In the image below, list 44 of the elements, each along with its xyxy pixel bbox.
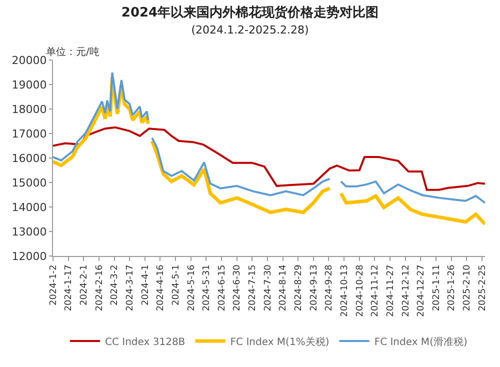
x-tick-label: 2024-12-12	[401, 264, 412, 317]
x-tick-label: 2024-6-15	[217, 264, 228, 312]
x-tick-label: 2025-2-10	[462, 264, 473, 312]
x-tick-label: 2024-4-1	[140, 264, 151, 306]
x-tick-label: 2025-1-26	[447, 264, 458, 312]
x-tick-label: 2024-4-16	[156, 264, 166, 312]
x-tick-label: 2024-10-13	[340, 264, 350, 317]
x-tick-label: 2024-2-1	[80, 264, 90, 306]
x-tick-label: 2024-3-17	[126, 264, 136, 312]
chart-title: 2024年以来国内外棉花现货价格走势对比图	[121, 4, 379, 21]
x-tick-label: 2024-11-12	[370, 264, 381, 317]
legend-label: FC Index M(滑准税)	[374, 336, 468, 348]
x-tick-label: 2024-2-16	[94, 264, 105, 312]
x-tick-label: 2024-6-30	[232, 264, 243, 312]
x-tick-label: 2024-7-15	[248, 264, 258, 312]
x-tick-label: 2024-8-29	[294, 264, 304, 312]
x-tick-label: 2024-10-28	[355, 264, 366, 317]
y-tick-label: 15000	[12, 176, 47, 190]
y-tick-label: 19000	[12, 78, 47, 92]
x-tick-label: 2024-1-2	[48, 264, 59, 306]
x-tick-label: 2024-1-17	[64, 264, 74, 312]
x-tick-label: 2024-7-30	[263, 264, 274, 312]
y-tick-label: 12000	[12, 250, 47, 263]
x-tick-label: 2024-12-27	[416, 264, 427, 317]
y-tick-label: 18000	[12, 102, 47, 116]
y-tick-label: 16000	[12, 152, 47, 165]
legend-label: FC Index M(1%关税)	[230, 336, 330, 348]
legend-label: CC Index 3128B	[105, 336, 186, 348]
y-axis-title: 单位：元/吨	[46, 46, 100, 58]
chart-subtitle: (2024.1.2-2025.2.28)	[191, 23, 309, 36]
x-tick-label: 2024-11-27	[386, 264, 396, 317]
y-tick-label: 14000	[12, 200, 47, 214]
x-tick-label: 2024-3-2	[110, 264, 120, 306]
y-tick-label: 20000	[12, 54, 47, 67]
x-tick-label: 2024-5-1	[171, 264, 182, 306]
x-tick-label: 2024-5-31	[202, 264, 212, 312]
x-tick-label: 2024-8-14	[278, 264, 289, 312]
x-tick-label: 2024-9-13	[309, 264, 320, 312]
y-tick-label: 13000	[12, 225, 47, 238]
x-tick-label: 2025-2-25	[478, 264, 488, 312]
y-tick-label: 17000	[12, 127, 47, 140]
x-tick-label: 2024-5-16	[186, 264, 197, 312]
x-tick-label: 2025-1-11	[432, 264, 442, 312]
x-tick-label: 2024-9-28	[324, 264, 335, 312]
